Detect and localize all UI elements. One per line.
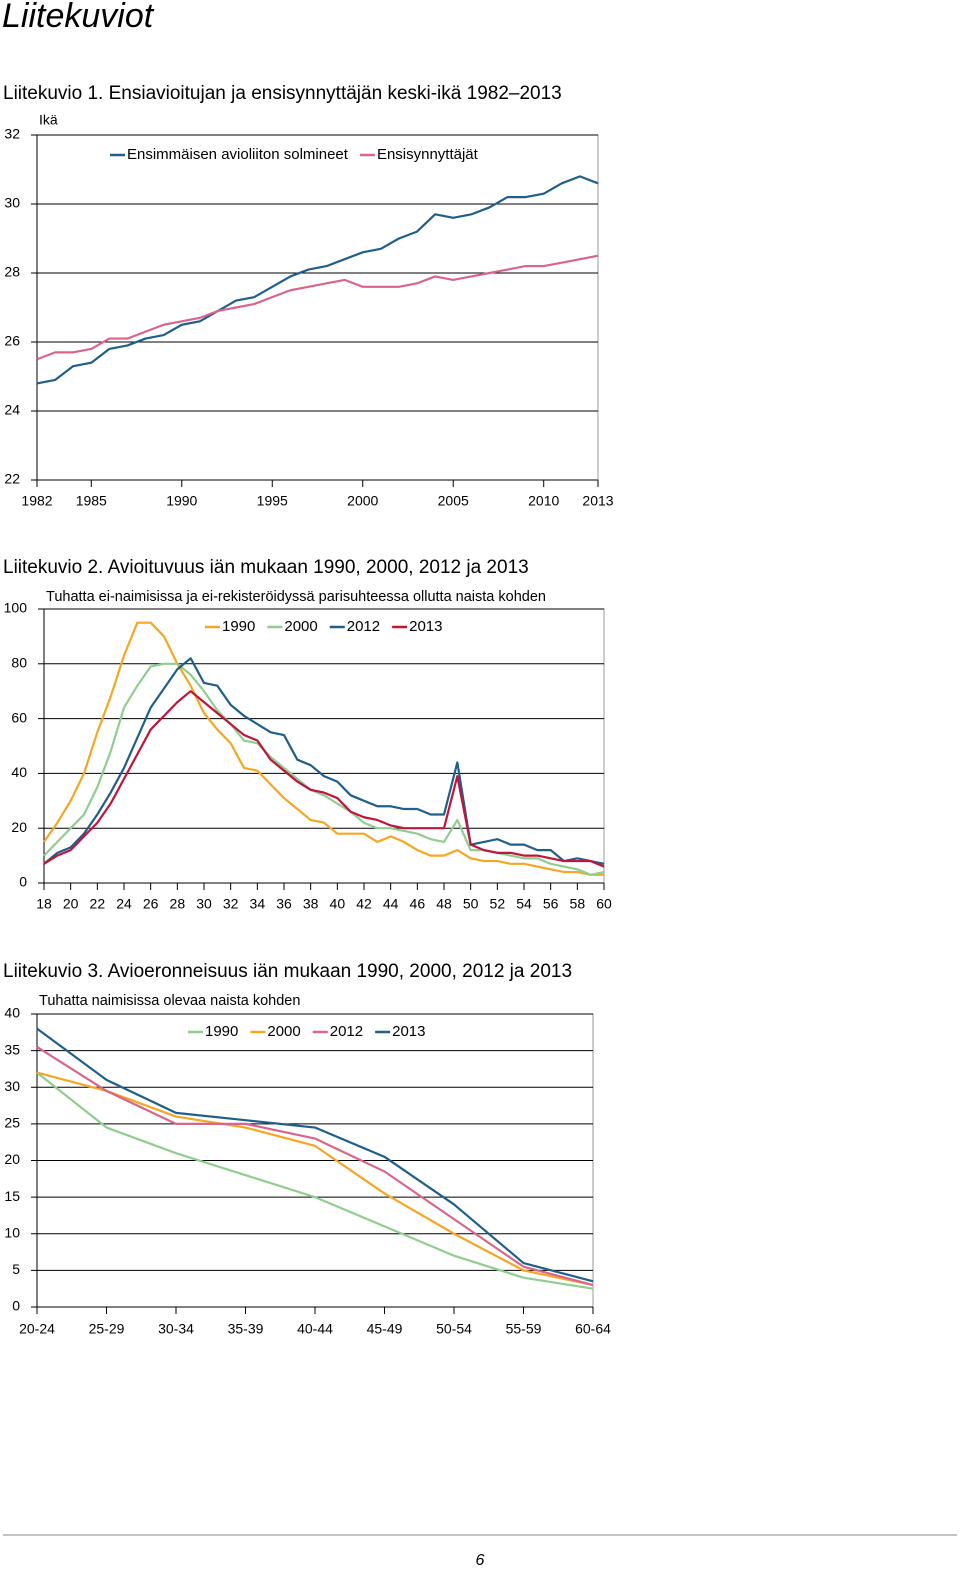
legend-label: 1990 [222, 618, 255, 635]
y-tick-label: 28 [4, 264, 20, 280]
series-line [36, 254, 599, 361]
x-tick-label: 44 [383, 896, 399, 912]
x-tick-label: 18 [36, 896, 52, 912]
x-tick-label: 50-54 [436, 1321, 472, 1337]
x-tick-label: 38 [303, 896, 319, 912]
series-line [36, 1046, 594, 1287]
x-tick-label: 52 [490, 896, 506, 912]
y-tick-label: 40 [11, 764, 27, 780]
x-tick-label: 1990 [166, 493, 197, 509]
y-tick-label: 5 [12, 1261, 20, 1277]
x-tick-label: 42 [356, 896, 372, 912]
series-line [43, 657, 605, 865]
y-tick-label: 80 [11, 655, 27, 671]
y-tick-label: 32 [4, 126, 20, 142]
x-tick-label: 30 [196, 896, 212, 912]
series-line [36, 1027, 594, 1283]
chart-title: Liitekuvio 3. Avioeronneisuus iän mukaan… [3, 961, 572, 982]
y-tick-label: 24 [4, 402, 20, 418]
y-tick-label: 35 [4, 1041, 20, 1057]
x-tick-label: 54 [516, 896, 532, 912]
x-tick-label: 1982 [21, 493, 52, 509]
x-tick-label: 48 [436, 896, 452, 912]
x-tick-label: 1995 [257, 493, 288, 509]
x-tick-label: 56 [543, 896, 559, 912]
x-tick-label: 24 [116, 896, 132, 912]
x-tick-label: 60-64 [575, 1321, 611, 1337]
x-tick-label: 55-59 [506, 1321, 542, 1337]
y-tick-label: 60 [11, 709, 27, 725]
y-tick-label: 30 [4, 1078, 20, 1094]
x-tick-label: 28 [170, 896, 186, 912]
x-tick-label: 2000 [347, 493, 378, 509]
chart-title: Liitekuvio 1. Ensiavioitujan ja ensisynn… [3, 83, 562, 104]
series-line [36, 1071, 594, 1290]
legend-label: 2013 [409, 618, 442, 635]
y-tick-label: 26 [4, 333, 20, 349]
y-tick-label: 0 [12, 1298, 20, 1314]
x-tick-label: 2013 [582, 493, 613, 509]
y-tick-label: 100 [4, 600, 28, 616]
y-tick-label: 22 [4, 471, 20, 487]
x-tick-label: 40 [330, 896, 346, 912]
x-tick-label: 2010 [528, 493, 559, 509]
y-tick-label: 20 [11, 819, 27, 835]
series-line [43, 621, 604, 876]
x-tick-label: 35-39 [228, 1321, 264, 1337]
series-line [36, 1071, 594, 1287]
x-tick-label: 50 [463, 896, 479, 912]
plot-frame [36, 134, 599, 481]
page-number: 6 [476, 1552, 485, 1569]
x-tick-label: 1985 [76, 493, 107, 509]
y-tick-label: 25 [4, 1115, 20, 1131]
legend-label: Ensisynnyttäjät [377, 146, 479, 163]
chart-title: Liitekuvio 2. Avioituvuus iän mukaan 199… [3, 557, 529, 578]
chart-subtitle: Tuhatta naimisissa olevaa naista kohden [39, 993, 300, 1009]
legend-label: 2000 [267, 1023, 300, 1040]
x-tick-label: 30-34 [158, 1321, 194, 1337]
y-axis-label: Ikä [39, 112, 58, 128]
x-tick-label: 22 [90, 896, 106, 912]
y-tick-label: 10 [4, 1224, 20, 1240]
y-tick-label: 0 [19, 874, 27, 890]
x-tick-label: 58 [570, 896, 586, 912]
x-tick-label: 26 [143, 896, 159, 912]
x-tick-label: 20 [63, 896, 79, 912]
x-tick-label: 60 [596, 896, 612, 912]
legend-label: 1990 [205, 1023, 238, 1040]
x-tick-label: 36 [276, 896, 292, 912]
legend-label: 2012 [330, 1023, 363, 1040]
series-line [43, 662, 605, 876]
series-line [43, 690, 605, 868]
y-tick-label: 15 [4, 1188, 20, 1204]
x-tick-label: 25-29 [89, 1321, 125, 1337]
series-line [36, 175, 599, 385]
y-tick-label: 30 [4, 195, 20, 211]
y-tick-label: 40 [4, 1005, 20, 1021]
chart-subtitle: Tuhatta ei-naimisissa ja ei-rekisteröidy… [46, 589, 546, 605]
x-tick-label: 45-49 [367, 1321, 403, 1337]
x-tick-label: 2005 [438, 493, 469, 509]
legend-label: Ensimmäisen avioliiton solmineet [127, 146, 349, 163]
x-tick-label: 34 [250, 896, 266, 912]
page-heading: Liitekuviot [2, 0, 155, 35]
plot-frame [43, 608, 605, 884]
legend-label: 2000 [284, 618, 317, 635]
x-tick-label: 46 [410, 896, 426, 912]
x-tick-label: 20-24 [19, 1321, 55, 1337]
x-tick-label: 40-44 [297, 1321, 333, 1337]
y-tick-label: 20 [4, 1151, 20, 1167]
legend-label: 2013 [392, 1023, 425, 1040]
legend-label: 2012 [347, 618, 380, 635]
x-tick-label: 32 [223, 896, 239, 912]
